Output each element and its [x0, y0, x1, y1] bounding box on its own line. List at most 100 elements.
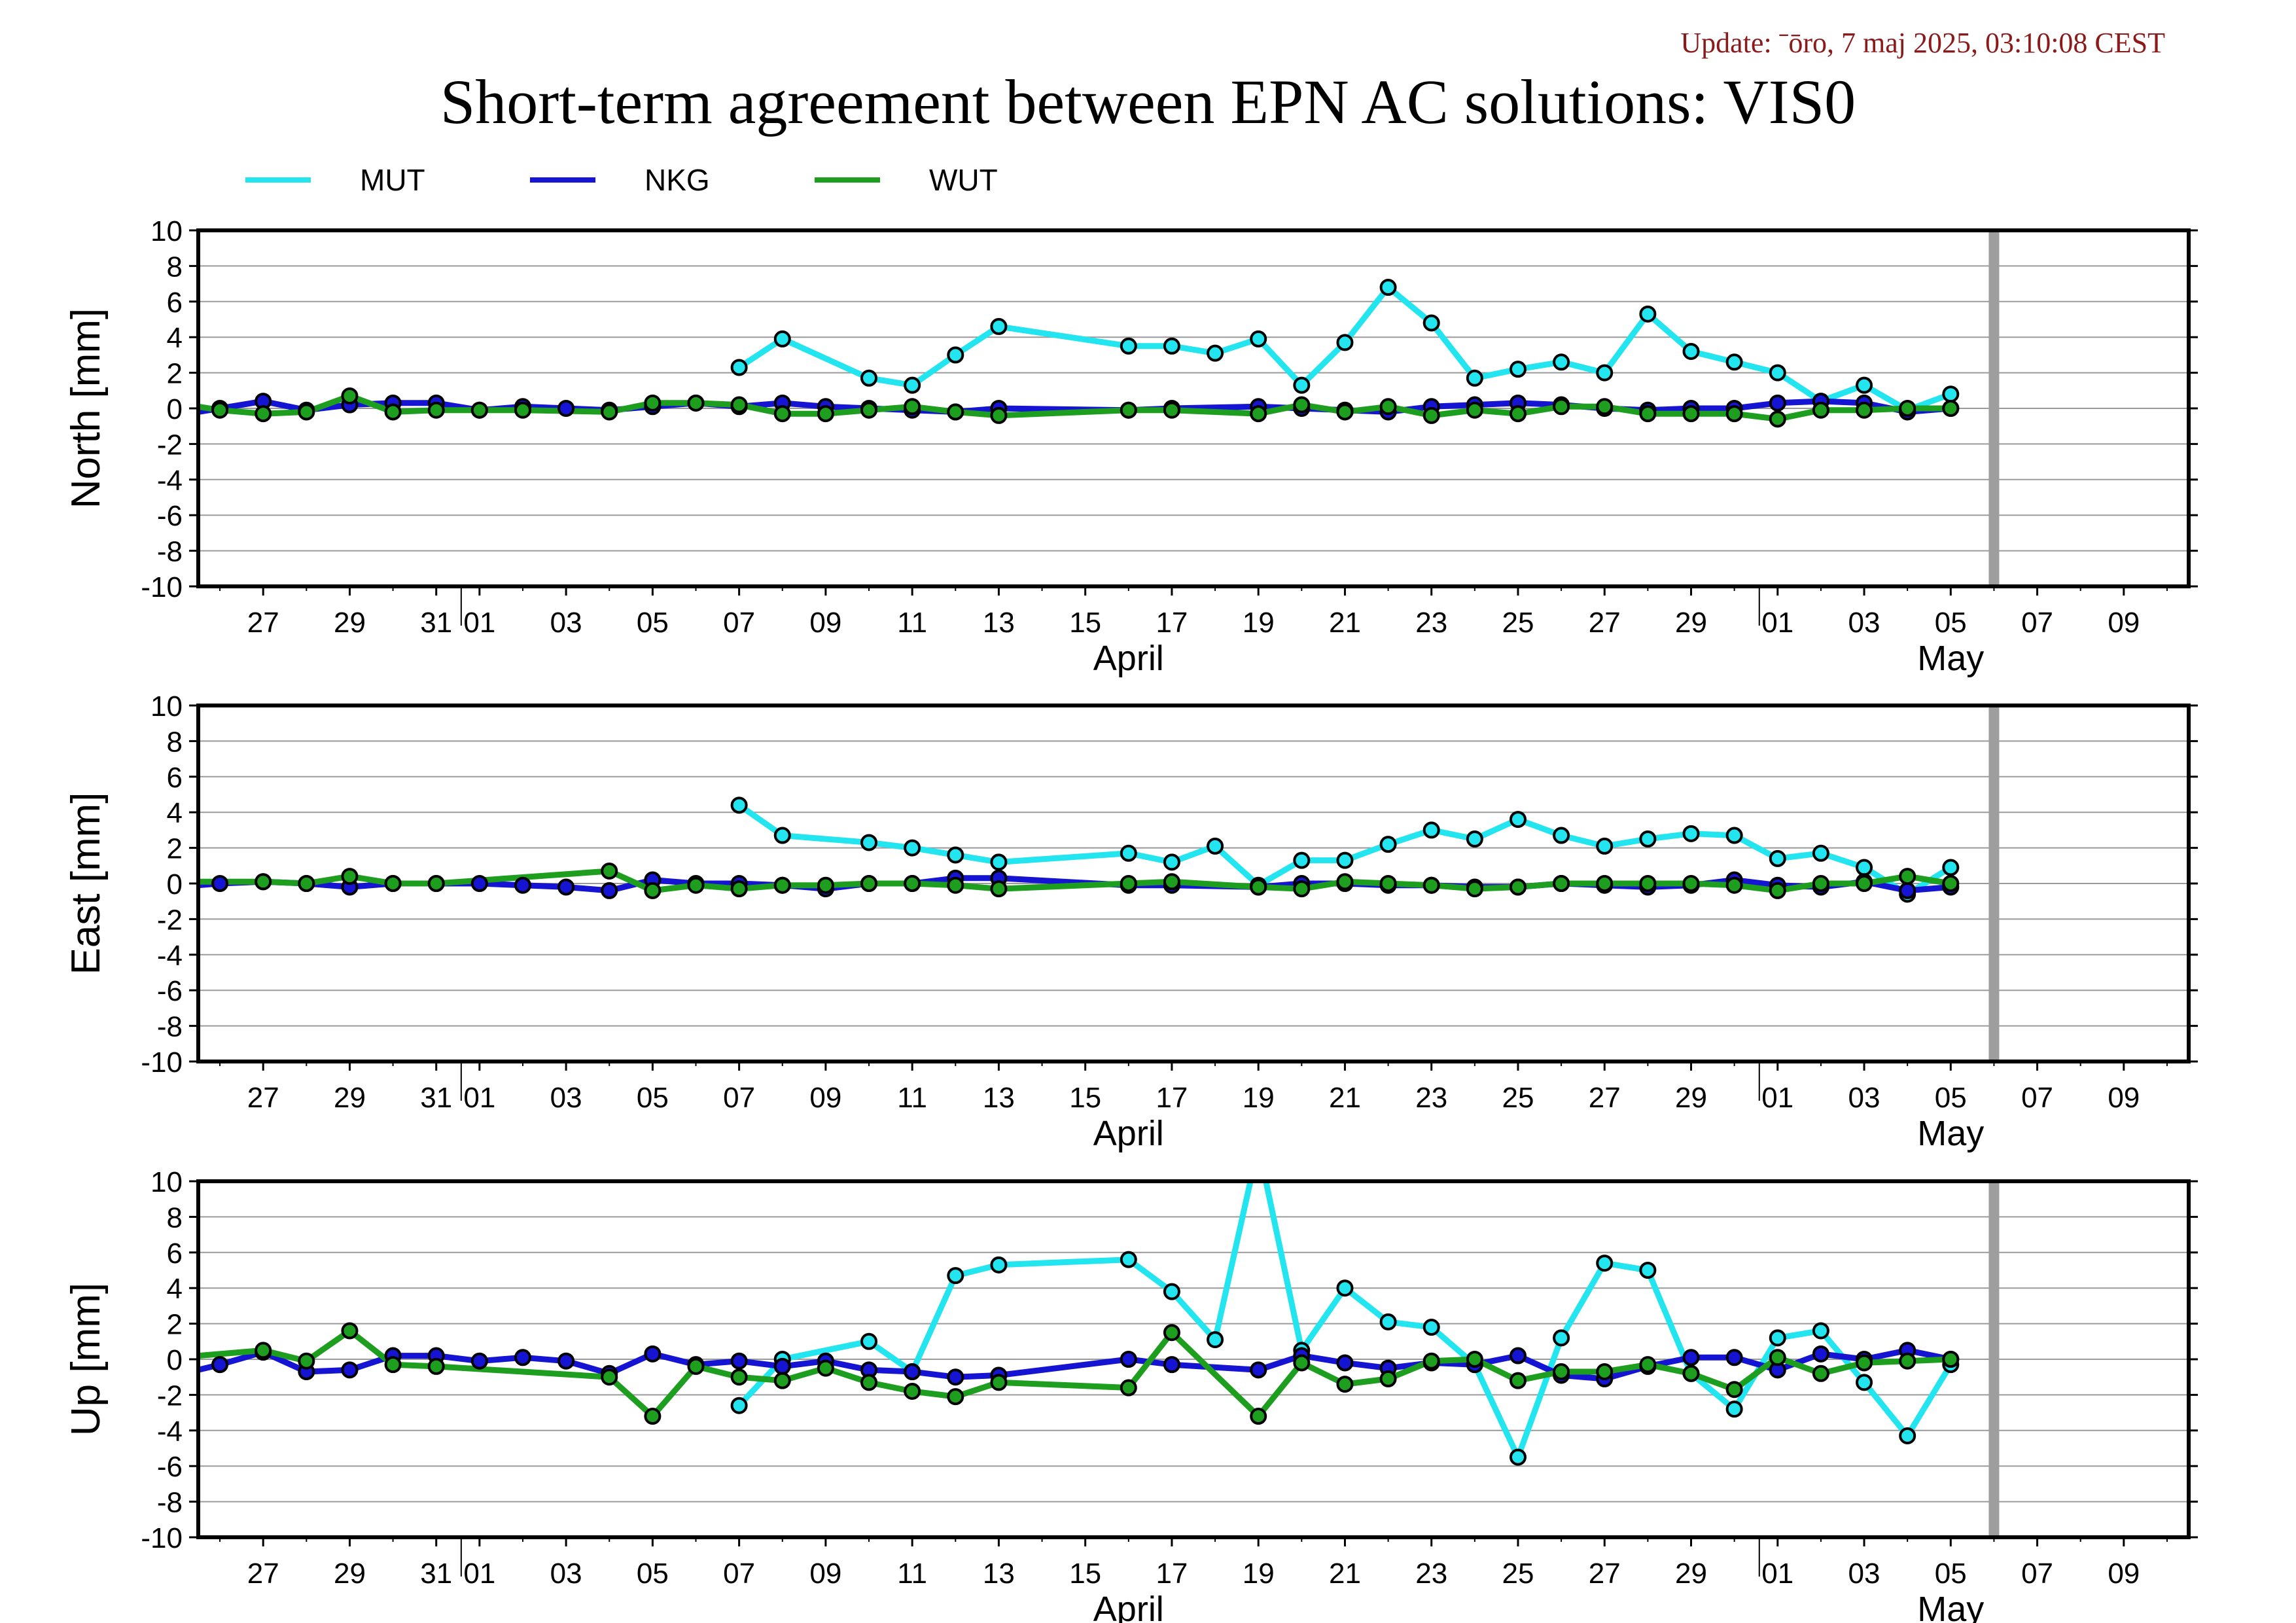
data-point-wut [384, 403, 402, 421]
data-point-wut [817, 1359, 834, 1377]
x-tick-label: 05 [1935, 1558, 1967, 1590]
y-tick-label: 0 [167, 1344, 183, 1376]
x-tick-label: 31 [420, 1082, 452, 1114]
data-point-nkg [947, 1368, 964, 1386]
x-tick-label: 23 [1415, 1558, 1447, 1590]
data-point-mut [1379, 836, 1397, 853]
data-point-wut [1120, 875, 1137, 892]
x-tick-label: 05 [637, 607, 669, 639]
x-tick-label: 03 [550, 607, 582, 639]
data-point-mut [773, 330, 791, 348]
today-marker [1988, 705, 2000, 1061]
x-tick-label: 27 [1589, 1558, 1621, 1590]
data-point-mut [1207, 837, 1224, 855]
data-point-wut [1466, 1351, 1483, 1368]
data-point-wut [1553, 398, 1570, 416]
x-tick-label: 27 [1589, 1082, 1621, 1114]
data-point-nkg [1509, 1347, 1527, 1364]
data-point-nkg [1336, 1354, 1354, 1372]
x-tick-label: 03 [550, 1558, 582, 1590]
data-point-wut [1163, 401, 1180, 419]
data-point-mut [990, 853, 1008, 871]
y-tick-label: -8 [157, 1011, 183, 1043]
x-tick-label: 09 [809, 1558, 841, 1590]
data-point-wut [904, 398, 921, 416]
y-tick-label: 2 [167, 358, 183, 390]
data-point-wut [1466, 401, 1483, 419]
data-point-nkg [470, 1352, 488, 1370]
x-tick-label: 09 [2108, 607, 2140, 639]
data-point-wut [601, 403, 618, 421]
data-point-wut [1769, 410, 1786, 428]
y-tick-label: 6 [167, 762, 183, 794]
data-point-wut [1250, 878, 1267, 896]
data-point-wut [298, 403, 315, 421]
data-point-mut [1163, 853, 1180, 871]
data-point-nkg [644, 1345, 662, 1363]
data-point-mut [1769, 849, 1786, 867]
data-point-wut [947, 403, 964, 421]
x-tick-label: 21 [1329, 607, 1361, 639]
data-point-wut [1379, 1370, 1397, 1387]
data-point-wut [1553, 1363, 1570, 1381]
data-point-wut [817, 405, 834, 423]
data-point-mut [1682, 342, 1700, 360]
data-point-wut [1682, 1364, 1700, 1382]
data-point-wut [601, 862, 618, 880]
data-point-wut [687, 876, 705, 894]
x-tick-label: 11 [897, 607, 927, 639]
data-point-wut [947, 1388, 964, 1406]
x-tick-label: 27 [247, 1082, 279, 1114]
month-label: April [1093, 1590, 1164, 1623]
data-point-wut [1812, 401, 1829, 419]
data-point-nkg [514, 876, 531, 894]
x-tick-label: 19 [1243, 1082, 1275, 1114]
data-point-wut [773, 1372, 791, 1389]
x-tick-label: 09 [2108, 1082, 2140, 1114]
data-point-mut [1856, 859, 1873, 876]
x-tick-label: 09 [809, 1082, 841, 1114]
data-point-mut [904, 839, 921, 857]
data-point-wut [817, 876, 834, 894]
data-point-wut [1596, 398, 1614, 416]
y-tick-label: -10 [141, 1046, 183, 1079]
data-point-nkg [470, 875, 488, 892]
data-point-nkg [557, 878, 575, 896]
data-point-nkg [1682, 1349, 1700, 1366]
data-point-wut [687, 394, 705, 412]
legend: MUT NKG WUT [0, 157, 2296, 203]
data-point-wut [1336, 873, 1354, 891]
data-point-mut [990, 1256, 1008, 1274]
data-point-wut [1682, 405, 1700, 423]
data-point-wut [1899, 400, 1916, 417]
data-point-wut [255, 1342, 272, 1359]
data-point-mut [1509, 811, 1527, 829]
x-tick-label: 11 [897, 1082, 927, 1114]
series-line-mut [737, 1181, 1954, 1461]
data-point-mut [1509, 1448, 1527, 1466]
data-point-mut [730, 359, 748, 376]
data-point-mut [1639, 305, 1657, 323]
y-tick-label: -10 [141, 571, 183, 603]
data-point-wut [904, 875, 921, 892]
x-tick-label: 09 [809, 607, 841, 639]
x-tick-label: 27 [247, 607, 279, 639]
data-point-nkg [1250, 1361, 1267, 1379]
data-point-nkg [211, 1356, 229, 1374]
data-point-wut [1163, 1324, 1180, 1342]
y-tick-label: -8 [157, 536, 183, 568]
y-tick-label: 0 [167, 868, 183, 901]
x-tick-label: 13 [983, 607, 1015, 639]
x-tick-label: 23 [1415, 607, 1447, 639]
data-point-nkg [1812, 1345, 1829, 1363]
y-axis-label: Up [mm] [63, 1283, 109, 1436]
data-point-wut [1812, 875, 1829, 892]
data-point-nkg [211, 875, 229, 892]
plot-frame [196, 228, 2191, 588]
data-point-wut [644, 1408, 662, 1425]
data-point-wut [341, 387, 359, 404]
x-tick-label: 29 [334, 607, 366, 639]
data-point-nkg [904, 1363, 921, 1381]
data-point-mut [1379, 279, 1397, 296]
plot-frame [196, 704, 2191, 1063]
